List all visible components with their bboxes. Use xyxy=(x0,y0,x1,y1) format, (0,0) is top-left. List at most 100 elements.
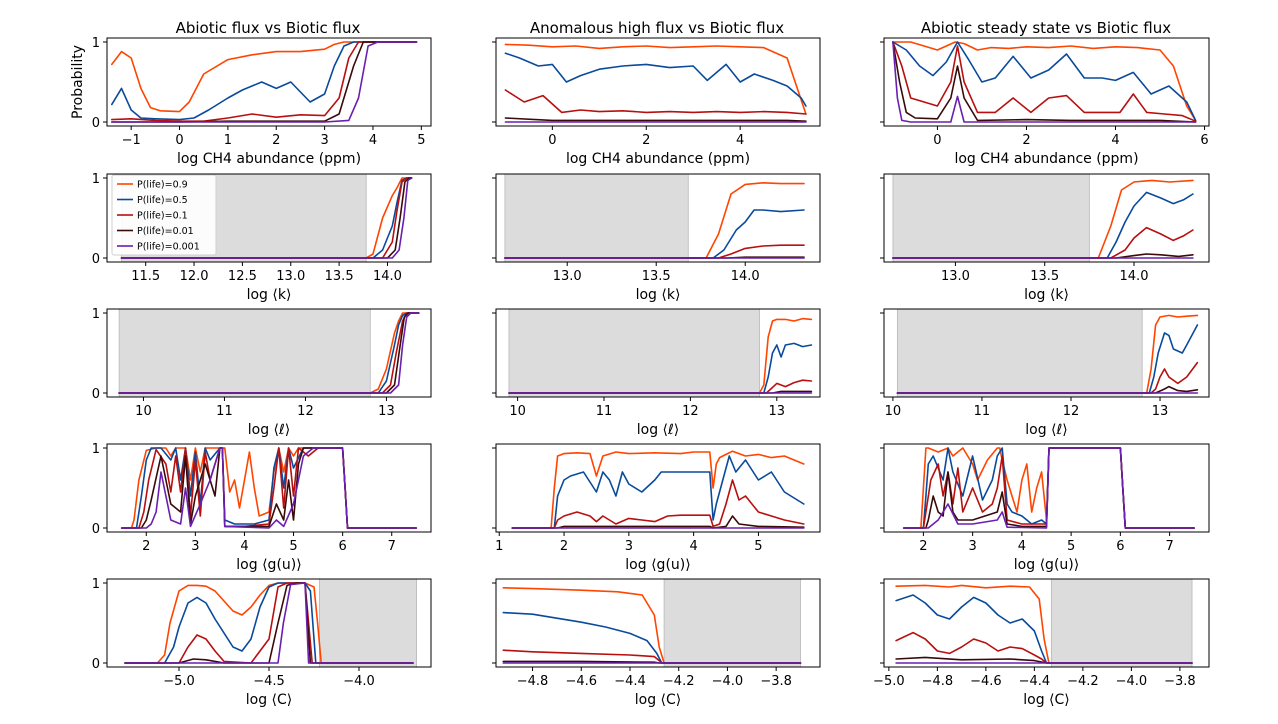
axes-frame xyxy=(883,173,1210,263)
panel-1-2: 0 2 4 log CH4 abundance (ppm) xyxy=(492,37,821,167)
series-line xyxy=(504,89,807,115)
series-line xyxy=(120,447,418,529)
excluded-region xyxy=(504,173,689,263)
series-line xyxy=(892,191,1194,259)
series-line xyxy=(511,479,805,529)
x-tick-label: 3 xyxy=(320,133,328,148)
panel-2-3: 13.0 13.5 14.0 log ⟨k⟩ xyxy=(880,173,1210,303)
x-tick-label: −4.8 xyxy=(922,674,954,689)
panel-3-1: 10 11 12 13 0 1 log ⟨ℓ⟩ xyxy=(92,307,432,438)
x-tick-label: 3 xyxy=(191,539,199,554)
y-tick-label: 0 xyxy=(92,252,100,267)
series-line xyxy=(508,317,813,394)
legend: P(life)=0.9 P(life)=0.5 P(life)=0.1 P(life)… xyxy=(111,174,217,256)
x-tick-label: 2 xyxy=(272,133,280,148)
legend-label: P(life)=0.9 xyxy=(137,180,188,191)
x-tick-label: 2 xyxy=(1022,133,1030,148)
legend-box xyxy=(111,174,217,256)
series-line xyxy=(504,52,807,107)
series-line xyxy=(511,515,805,529)
x-tick-label: −3.8 xyxy=(760,674,792,689)
x-tick-label: 13.0 xyxy=(276,269,305,284)
excluded-region xyxy=(508,308,760,398)
excluded-region xyxy=(318,578,417,668)
excluded-region xyxy=(892,173,1090,263)
x-tick-label: −4.0 xyxy=(1116,674,1148,689)
x-tick-label: 13.5 xyxy=(325,269,354,284)
x-tick-label: −4.2 xyxy=(1067,674,1099,689)
x-tick-label: 13.5 xyxy=(642,269,671,284)
y-tick-label: 1 xyxy=(92,307,100,322)
x-tick-label: 4 xyxy=(240,539,248,554)
x-tick-label: 13.0 xyxy=(553,269,582,284)
x-axis-label: log ⟨k⟩ xyxy=(1024,287,1069,303)
x-tick-label: −4.8 xyxy=(517,674,549,689)
x-axis-label: log ⟨ℓ⟩ xyxy=(1025,422,1068,438)
x-tick-label: −4.2 xyxy=(663,674,695,689)
x-tick-label: 12 xyxy=(1063,404,1080,419)
x-tick-label: 0 xyxy=(933,133,941,148)
y-tick-label: 0 xyxy=(92,116,100,131)
x-tick-label: 13 xyxy=(1152,404,1169,419)
axes-frame xyxy=(883,308,1210,398)
y-tick-label: 1 xyxy=(92,172,100,187)
x-tick-label: 11 xyxy=(596,404,613,419)
x-tick-label: −3.8 xyxy=(1164,674,1196,689)
x-tick-label: 12.0 xyxy=(180,269,209,284)
panel-3-3: 10 11 12 13 log ⟨ℓ⟩ xyxy=(880,308,1210,438)
x-tick-label: 14.0 xyxy=(373,269,402,284)
axes-frame xyxy=(495,308,821,398)
series-line xyxy=(896,361,1199,394)
y-tick-label: 0 xyxy=(92,387,100,402)
x-tick-label: 5 xyxy=(289,539,297,554)
column-title-3: Abiotic steady state vs Biotic flux xyxy=(921,19,1171,37)
x-tick-label: 3 xyxy=(968,539,976,554)
x-axis-label: log ⟨g(u)⟩ xyxy=(625,557,690,573)
panel-4-1: 2 3 4 5 6 7 0 1 log ⟨g(u)⟩ xyxy=(92,442,432,573)
x-tick-label: 12.5 xyxy=(228,269,257,284)
y-axis-label: Probability xyxy=(70,45,86,119)
x-axis-label: log ⟨ℓ⟩ xyxy=(248,422,291,438)
series-line xyxy=(895,584,1193,664)
x-tick-label: 5 xyxy=(1067,539,1075,554)
column-title-1: Abiotic flux vs Biotic flux xyxy=(176,19,361,37)
series-line xyxy=(892,41,1197,122)
series-line xyxy=(111,41,418,113)
x-tick-label: 2 xyxy=(560,539,568,554)
x-tick-label: −5.0 xyxy=(873,674,905,689)
x-tick-label: 11 xyxy=(216,404,233,419)
x-tick-label: −4.0 xyxy=(343,674,375,689)
series-line xyxy=(892,41,1197,122)
axes-frame xyxy=(883,37,1210,127)
series-line xyxy=(892,41,1197,123)
legend-label: P(life)=0.001 xyxy=(137,242,200,253)
series-line xyxy=(902,447,1195,529)
x-axis-label: log ⟨g(u)⟩ xyxy=(1014,557,1079,573)
series-line xyxy=(895,631,1193,664)
x-tick-label: 3 xyxy=(625,539,633,554)
panel-5-3: −5.0 −4.8 −4.6 −4.4 −4.2 −4.0 −3.8 log ⟨C⟩ xyxy=(873,578,1210,708)
axes-frame xyxy=(495,443,821,533)
x-tick-label: 4 xyxy=(736,133,744,148)
y-tick-label: 0 xyxy=(92,522,100,537)
column-title-2: Anomalous high flux vs Biotic flux xyxy=(530,19,784,37)
series-line xyxy=(504,209,805,259)
series-line xyxy=(120,447,418,529)
x-axis-label: log ⟨ℓ⟩ xyxy=(637,422,680,438)
series-line xyxy=(504,117,807,122)
series-line xyxy=(511,455,805,529)
x-tick-label: 2 xyxy=(642,133,650,148)
x-axis-label: log ⟨C⟩ xyxy=(246,692,293,708)
x-tick-label: 10 xyxy=(509,404,526,419)
panel-1-3: 0 2 4 6 log CH4 abundance (ppm) xyxy=(880,37,1210,167)
x-tick-label: −5.0 xyxy=(163,674,195,689)
axes-frame xyxy=(106,443,432,533)
legend-label: P(life)=0.5 xyxy=(137,195,188,206)
series-line xyxy=(896,314,1199,394)
x-tick-label: 10 xyxy=(135,404,152,419)
y-tick-label: 1 xyxy=(92,577,100,592)
axes-frame xyxy=(883,443,1210,533)
x-tick-label: −4.6 xyxy=(970,674,1002,689)
